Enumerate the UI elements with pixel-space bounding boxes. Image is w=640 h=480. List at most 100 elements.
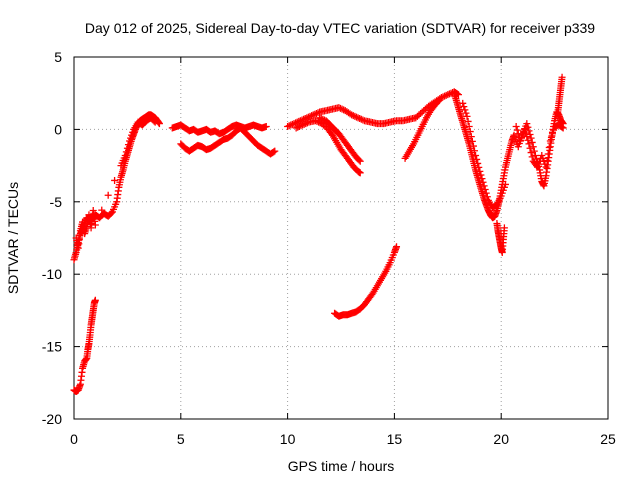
data-point bbox=[543, 157, 551, 165]
data-point bbox=[91, 221, 99, 229]
data-point bbox=[445, 90, 453, 98]
data-point bbox=[111, 176, 119, 184]
data-point bbox=[542, 163, 550, 171]
y-tick-label: 0 bbox=[54, 121, 62, 137]
series-dusk-low bbox=[331, 243, 401, 320]
data-point bbox=[481, 185, 489, 193]
data-point bbox=[465, 123, 473, 131]
data-point bbox=[284, 123, 292, 131]
data-point bbox=[356, 157, 364, 165]
y-tick-label: -20 bbox=[42, 411, 62, 427]
data-point bbox=[439, 93, 447, 101]
data-point bbox=[461, 106, 469, 114]
data-point bbox=[462, 109, 470, 117]
series-night-dip-b bbox=[459, 99, 509, 212]
y-tick-label: -15 bbox=[42, 339, 62, 355]
y-tick-labels: -20 -15 -10 -5 0 5 bbox=[42, 49, 62, 427]
data-point bbox=[290, 120, 298, 128]
data-point bbox=[548, 130, 556, 138]
data-point bbox=[121, 151, 129, 159]
data-point bbox=[525, 140, 533, 148]
data-point bbox=[442, 91, 450, 99]
data-point bbox=[349, 112, 357, 120]
data-point bbox=[355, 156, 363, 164]
chart-title: Day 012 of 2025, Sidereal Day-to-day VTE… bbox=[85, 20, 595, 36]
data-point bbox=[294, 123, 302, 131]
data-point bbox=[480, 182, 488, 190]
data-point bbox=[529, 143, 537, 151]
data-point bbox=[354, 114, 362, 122]
data-point bbox=[558, 73, 566, 81]
data-point bbox=[338, 105, 346, 113]
data-point bbox=[336, 104, 344, 112]
data-point bbox=[309, 111, 317, 119]
data-point bbox=[463, 112, 471, 120]
series-night-dip bbox=[450, 89, 518, 222]
data-point bbox=[351, 112, 359, 120]
data-point bbox=[287, 121, 295, 129]
data-point bbox=[469, 142, 477, 150]
data-point bbox=[527, 149, 535, 157]
data-point bbox=[262, 123, 270, 131]
data-point bbox=[523, 133, 531, 141]
data-point bbox=[357, 115, 365, 123]
data-point bbox=[150, 117, 158, 125]
series-afternoon-lower-b bbox=[316, 114, 364, 165]
data-point bbox=[317, 115, 325, 123]
x-tick-label: 0 bbox=[70, 431, 78, 447]
data-point bbox=[311, 117, 319, 125]
data-point bbox=[303, 119, 311, 127]
data-point bbox=[356, 115, 364, 123]
data-point bbox=[528, 138, 536, 146]
data-point bbox=[104, 191, 112, 199]
data-point bbox=[123, 144, 131, 152]
data-point bbox=[292, 124, 300, 132]
data-point bbox=[271, 147, 279, 155]
data-point bbox=[295, 123, 303, 131]
data-point bbox=[356, 169, 364, 177]
data-point bbox=[546, 137, 554, 145]
data-point bbox=[500, 224, 508, 232]
data-point bbox=[477, 171, 485, 179]
series-early-band bbox=[72, 114, 159, 252]
data-point bbox=[441, 92, 449, 100]
data-point bbox=[300, 120, 308, 128]
data-point bbox=[522, 129, 530, 137]
data-point bbox=[512, 123, 520, 131]
data-point bbox=[544, 150, 552, 158]
data-point bbox=[468, 137, 476, 145]
data-point bbox=[550, 126, 558, 134]
y-tick-label: -10 bbox=[42, 266, 62, 282]
data-point bbox=[475, 163, 483, 171]
data-point bbox=[124, 141, 132, 149]
data-point bbox=[558, 123, 566, 131]
x-tick-label: 15 bbox=[387, 431, 403, 447]
data-point bbox=[474, 159, 482, 167]
series-late-night-b bbox=[512, 121, 567, 171]
data-point bbox=[314, 109, 322, 117]
data-point bbox=[559, 124, 567, 132]
data-point bbox=[479, 178, 487, 186]
data-point bbox=[482, 189, 490, 197]
data-point bbox=[466, 128, 474, 136]
data-point bbox=[547, 133, 555, 141]
data-point bbox=[434, 98, 442, 106]
x-tick-label: 25 bbox=[600, 431, 616, 447]
x-tick-label: 20 bbox=[493, 431, 509, 447]
data-point bbox=[98, 206, 106, 214]
data-point bbox=[513, 126, 521, 134]
data-point bbox=[122, 148, 130, 156]
data-point bbox=[313, 117, 321, 125]
data-point bbox=[302, 120, 310, 128]
data-point bbox=[467, 133, 475, 141]
x-tick-label: 5 bbox=[177, 431, 185, 447]
data-point bbox=[270, 148, 278, 156]
data-point bbox=[319, 115, 327, 123]
series-evening-rise bbox=[401, 96, 443, 162]
data-point bbox=[473, 155, 481, 163]
data-point bbox=[91, 296, 99, 304]
data-point bbox=[459, 99, 467, 107]
data-point bbox=[359, 116, 367, 124]
data-point bbox=[348, 111, 356, 119]
